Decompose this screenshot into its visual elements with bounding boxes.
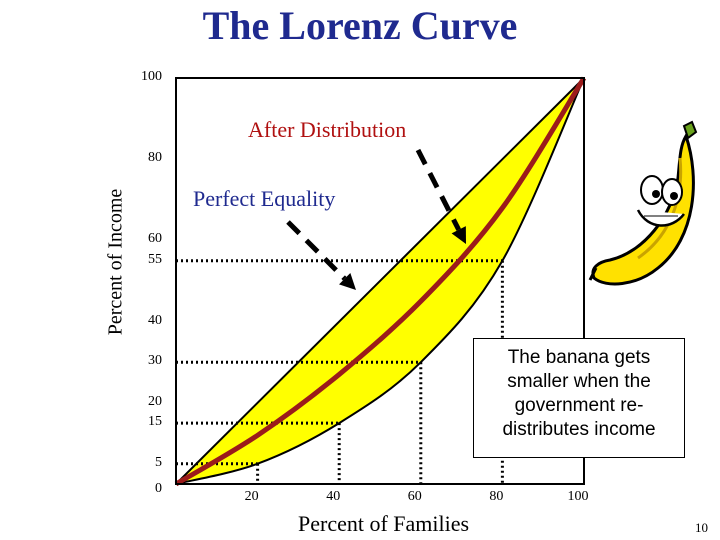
x-tick-label: 60 bbox=[407, 489, 422, 504]
y-tick-label: 15 bbox=[148, 414, 162, 430]
after-distribution-label: After Distribution bbox=[248, 117, 407, 142]
perfect-equality-arrow bbox=[286, 220, 356, 290]
arrow-shaft bbox=[415, 148, 461, 231]
y-tick-label: 100 bbox=[141, 69, 162, 84]
x-tick-label: 100 bbox=[567, 489, 589, 504]
note-line: The banana gets bbox=[507, 347, 651, 368]
y-tick-label: 55 bbox=[148, 251, 162, 267]
series-line-before-distribution bbox=[175, 77, 585, 485]
slide-title: The Lorenz Curve bbox=[202, 3, 518, 48]
y-tick-label: 30 bbox=[148, 353, 162, 369]
page-number: 10 bbox=[695, 520, 708, 535]
arrow-head bbox=[339, 273, 356, 290]
y-tick-label: 40 bbox=[148, 312, 162, 328]
x-axis-label: Percent of Families bbox=[298, 511, 470, 536]
x-tick-label: 40 bbox=[326, 489, 341, 504]
after-distribution-arrow bbox=[415, 148, 466, 244]
note-line: smaller when the bbox=[507, 371, 651, 392]
plot-frame bbox=[175, 77, 585, 485]
arrow-shaft bbox=[286, 220, 347, 281]
perfect-equality-label: Perfect Equality bbox=[193, 186, 336, 211]
note-line: government re- bbox=[514, 395, 644, 416]
y-tick-label: 20 bbox=[148, 393, 162, 409]
y-tick-label: 0 bbox=[155, 481, 162, 496]
arrow-layer bbox=[286, 148, 466, 290]
banana-note: The banana gets smaller when the governm… bbox=[473, 338, 685, 458]
y-tick-label: 60 bbox=[148, 231, 162, 247]
x-tick-label: 80 bbox=[489, 489, 504, 504]
y-tick-label: 80 bbox=[148, 150, 162, 166]
arrow-head bbox=[451, 226, 466, 244]
line-layer bbox=[174, 76, 587, 487]
smiling-banana-icon bbox=[588, 120, 698, 286]
note-line: distributes income bbox=[502, 419, 656, 440]
y-axis-label: Percent of Income bbox=[104, 188, 127, 336]
series-line-perfect-equality bbox=[175, 77, 585, 485]
series-line-after-distribution bbox=[174, 76, 587, 487]
x-tick-label: 20 bbox=[244, 489, 259, 504]
y-tick-label: 5 bbox=[155, 454, 162, 470]
